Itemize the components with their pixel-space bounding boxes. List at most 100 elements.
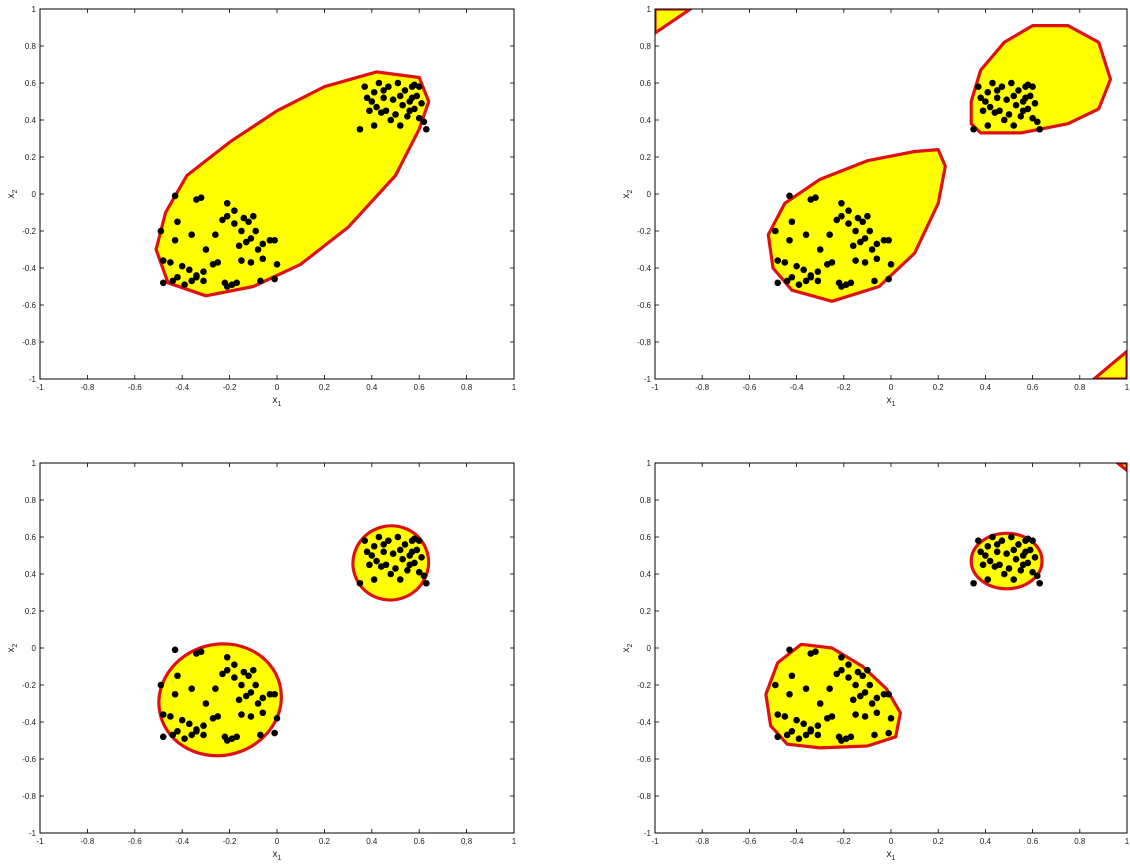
y-axis-label: x2: [6, 189, 19, 198]
data-point: [859, 672, 866, 680]
data-point: [854, 214, 862, 222]
data-point: [993, 548, 1001, 556]
data-point: [399, 101, 406, 109]
data-point: [200, 722, 207, 729]
data-point: [887, 715, 895, 722]
data-point: [838, 199, 845, 207]
data-point: [873, 709, 881, 717]
data-point: [833, 670, 841, 678]
data-point: [219, 670, 226, 678]
data-point: [415, 114, 423, 122]
data-point: [861, 713, 869, 720]
x-tick-label: 0: [889, 383, 894, 392]
data-point: [157, 681, 165, 689]
data-point: [1010, 122, 1018, 129]
data-point: [233, 733, 241, 741]
data-point: [420, 572, 428, 580]
y-tick-label: -0.2: [22, 681, 36, 690]
decision-region: [764, 642, 903, 750]
data-point: [415, 568, 423, 576]
data-point: [171, 236, 179, 244]
data-point: [993, 541, 1001, 548]
data-point: [159, 279, 167, 287]
data-point: [984, 88, 992, 96]
data-point: [975, 83, 982, 90]
x-tick-label: 0.2: [319, 837, 331, 846]
data-point: [363, 548, 371, 556]
data-point: [368, 552, 376, 559]
y-tick-label: 1: [32, 5, 37, 14]
data-point: [242, 238, 250, 246]
data-point: [788, 727, 796, 735]
data-point: [188, 277, 195, 285]
x-tick-label: 1: [512, 383, 517, 392]
data-point: [370, 576, 378, 583]
data-point: [257, 277, 264, 285]
data-point: [273, 261, 281, 268]
data-point: [174, 218, 181, 226]
data-point: [1012, 101, 1020, 109]
data-point: [845, 220, 852, 227]
x-tick-label: 0.6: [414, 837, 426, 846]
data-point: [389, 550, 397, 557]
data-point: [200, 277, 207, 285]
y-tick-label: -1: [29, 375, 37, 384]
data-point: [396, 546, 404, 554]
data-point: [385, 537, 392, 544]
data-point: [861, 259, 869, 266]
data-point: [385, 83, 392, 90]
data-point: [861, 689, 869, 696]
x-tick-label: 0.6: [414, 383, 426, 392]
data-point: [1010, 546, 1018, 554]
x-tick-label: 1: [1125, 383, 1130, 392]
x-tick-label: 0.2: [319, 383, 331, 392]
data-point: [1017, 113, 1025, 120]
data-point: [197, 194, 205, 201]
data-point: [259, 709, 267, 717]
data-point: [186, 720, 193, 728]
data-point: [788, 218, 796, 226]
x-tick-label: -0.8: [81, 383, 95, 392]
y-tick-label: 0.8: [25, 42, 37, 51]
data-point: [167, 713, 174, 720]
data-point: [389, 96, 397, 103]
y-tick-label: -0.6: [637, 755, 651, 764]
y-axis-label-subscript: 2: [627, 189, 634, 193]
data-point: [1010, 576, 1018, 583]
x-tick-label: -0.2: [223, 837, 237, 846]
y-tick-label: -0.6: [22, 301, 36, 310]
data-point: [396, 576, 404, 583]
data-point: [986, 557, 994, 565]
data-point: [880, 690, 888, 698]
x-tick-label: 1: [1125, 837, 1130, 846]
data-point: [989, 79, 996, 87]
data-point: [396, 122, 404, 129]
data-point: [774, 257, 782, 264]
x-tick-label: -0.4: [175, 383, 189, 392]
y-tick-label: 0.4: [25, 116, 37, 125]
data-point: [996, 561, 1003, 569]
y-tick-label: -1: [29, 829, 37, 838]
data-point: [169, 731, 177, 739]
y-tick-label: 0.8: [25, 496, 37, 505]
y-tick-label: 1: [647, 459, 652, 468]
decision-region: [655, 9, 693, 35]
data-point: [786, 646, 793, 654]
data-point: [977, 94, 984, 102]
data-point: [171, 646, 179, 654]
data-point: [885, 236, 892, 244]
data-point: [193, 726, 200, 733]
data-point: [404, 113, 411, 120]
data-point: [157, 227, 165, 235]
x-axis-label-subscript: 1: [278, 855, 282, 862]
data-point: [814, 268, 822, 276]
x-tick-label: -1: [651, 837, 659, 846]
data-point: [998, 83, 1006, 90]
data-point: [849, 696, 857, 704]
data-point: [984, 576, 992, 583]
data-point: [774, 711, 782, 718]
data-point: [847, 279, 855, 287]
data-point: [356, 125, 364, 133]
data-point: [399, 555, 406, 563]
data-point: [219, 216, 226, 224]
